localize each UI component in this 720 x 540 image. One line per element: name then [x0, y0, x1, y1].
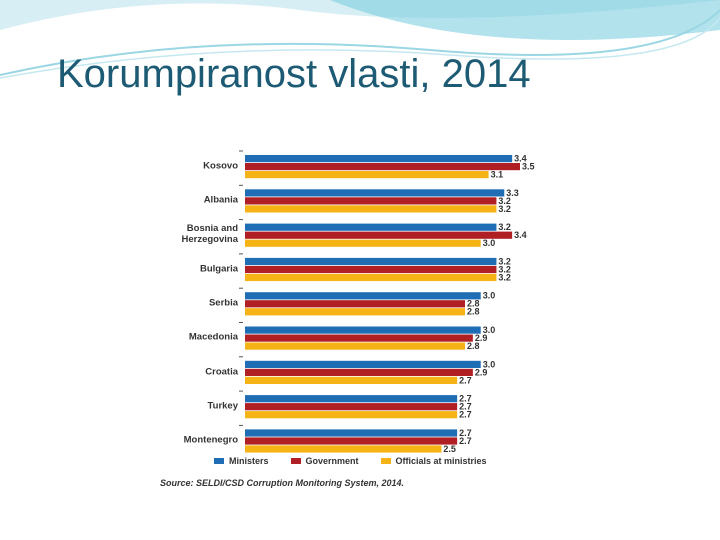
bar [245, 376, 458, 384]
value-label: 2.8 [467, 341, 480, 351]
value-label: 2.9 [475, 367, 488, 377]
legend-label: Government [305, 456, 359, 466]
value-label: 2.7 [459, 375, 472, 385]
category-label: Bulgaria [199, 263, 238, 275]
bar [245, 437, 458, 445]
bar [245, 342, 465, 350]
bar [245, 171, 489, 179]
value-label: 3.3 [506, 188, 519, 198]
category-label: Bosnia and Herzegovina [181, 223, 239, 246]
bar [245, 326, 481, 334]
bar [245, 257, 497, 266]
value-label: 3.0 [483, 238, 496, 248]
legend-swatch [380, 458, 391, 464]
legend-swatch [214, 458, 224, 464]
swoosh-line [0, 17, 720, 79]
value-label: 3.5 [522, 161, 535, 171]
value-label: 2.7 [459, 436, 472, 446]
source-note: Source: SELDI/CSD Corruption Monitoring … [160, 478, 405, 488]
bar [245, 368, 473, 376]
bar [245, 223, 497, 231]
value-label: 2.5 [443, 444, 456, 454]
bar [245, 265, 497, 274]
chart: 3.4 3.5 3.1 3.3 3.2 3.2 3.2 3.4 3.0 3.2 3.2 3.2 3.0 2… [158, 135, 560, 497]
bar [245, 197, 497, 205]
legend-item: Officials at ministries [380, 456, 487, 466]
bar [245, 239, 481, 247]
value-label: 2.8 [467, 299, 480, 309]
bar [245, 300, 465, 308]
category-label: Kosovo [203, 160, 238, 172]
category-label: Croatia [205, 366, 238, 378]
bar [245, 360, 481, 368]
legend-item: Government [290, 456, 359, 466]
value-label: 3.2 [498, 256, 511, 266]
bar [245, 292, 481, 300]
legend-label: Officials at ministries [395, 456, 487, 466]
header-decoration [0, 0, 720, 79]
bar [245, 273, 497, 282]
bar [245, 205, 497, 213]
bar [245, 189, 505, 197]
slide-title: Korumpiranost vlasti, 2014 [57, 52, 531, 96]
bar [245, 155, 513, 163]
value-label: 3.2 [498, 222, 511, 232]
legend-label: Ministers [229, 456, 269, 466]
swoosh [330, 0, 720, 40]
category-label: Macedonia [188, 331, 238, 343]
value-label: 3.0 [483, 291, 496, 301]
bar [245, 231, 513, 239]
bar [245, 163, 520, 171]
legend: Ministers Government Officials at ministri… [214, 456, 487, 466]
value-label: 3.2 [498, 272, 511, 282]
value-label: 2.7 [459, 428, 472, 438]
value-label: 3.2 [498, 264, 511, 274]
value-label: 3.2 [498, 204, 511, 214]
value-label: 3.2 [498, 196, 511, 206]
bar [245, 403, 458, 411]
value-label: 2.8 [467, 307, 480, 317]
value-label: 3.0 [483, 325, 496, 335]
category-label: Albania [203, 194, 238, 206]
value-label: 3.4 [514, 153, 527, 163]
bar [245, 445, 442, 453]
bar [245, 395, 458, 403]
bar [245, 411, 458, 419]
category-label: Turkey [207, 400, 238, 412]
value-label: 2.7 [459, 410, 472, 420]
category-label: Serbia [208, 297, 238, 309]
category-label: Montenegro [183, 434, 238, 446]
plot: 3.43.53.13.33.23.23.23.43.03.23.23.23.02… [239, 150, 535, 454]
bar [245, 308, 465, 316]
value-label: 2.7 [459, 394, 472, 404]
value-label: 2.7 [459, 402, 472, 412]
legend-swatch [290, 458, 301, 464]
bar [245, 429, 458, 437]
value-label: 3.4 [514, 230, 527, 240]
value-label: 3.1 [491, 169, 504, 179]
legend-item: Ministers [214, 456, 269, 466]
bar [245, 334, 473, 342]
value-label: 3.0 [483, 359, 496, 369]
swoosh-line [0, 9, 720, 76]
value-label: 2.9 [475, 333, 488, 343]
